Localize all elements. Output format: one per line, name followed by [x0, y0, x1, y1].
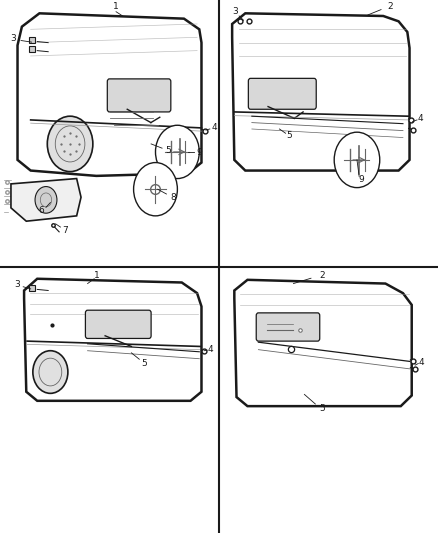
Text: 7: 7: [62, 226, 68, 235]
Text: 4: 4: [419, 358, 424, 367]
Polygon shape: [234, 280, 412, 406]
Text: 9: 9: [196, 148, 202, 157]
Text: 3: 3: [232, 7, 238, 16]
Text: 2: 2: [387, 2, 392, 11]
FancyBboxPatch shape: [107, 79, 171, 112]
Polygon shape: [232, 13, 410, 171]
Text: 4: 4: [208, 345, 213, 354]
FancyBboxPatch shape: [248, 78, 316, 109]
Text: 1: 1: [113, 3, 119, 11]
Circle shape: [35, 187, 57, 213]
FancyBboxPatch shape: [85, 310, 151, 338]
Polygon shape: [18, 13, 201, 176]
Text: 3: 3: [10, 34, 16, 43]
Text: 5: 5: [319, 405, 325, 413]
Circle shape: [33, 351, 68, 393]
Circle shape: [334, 132, 380, 188]
Circle shape: [155, 125, 199, 179]
Text: 4: 4: [418, 114, 423, 123]
Polygon shape: [24, 279, 201, 401]
Circle shape: [134, 163, 177, 216]
Text: 9: 9: [358, 175, 364, 184]
Polygon shape: [11, 179, 81, 221]
Text: 5: 5: [286, 132, 292, 140]
Text: 8: 8: [170, 193, 176, 201]
Text: 1: 1: [93, 271, 99, 280]
FancyBboxPatch shape: [256, 313, 320, 341]
Text: 6: 6: [39, 206, 45, 215]
Text: 3: 3: [14, 280, 21, 288]
Circle shape: [47, 116, 93, 172]
Text: 4: 4: [212, 124, 217, 132]
Text: 2: 2: [319, 271, 325, 280]
Text: 5: 5: [141, 359, 148, 368]
Text: 5: 5: [166, 146, 172, 155]
